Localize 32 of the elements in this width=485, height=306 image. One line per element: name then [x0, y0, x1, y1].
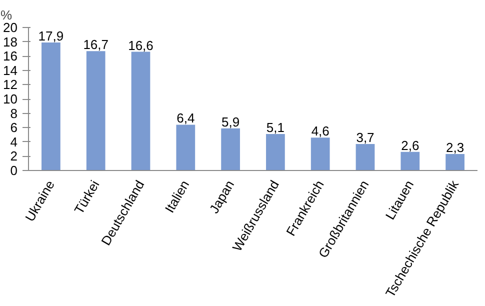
data-label: 17,9 [38, 28, 64, 44]
data-label: 4,6 [311, 124, 330, 139]
bar [86, 51, 106, 170]
bar [446, 154, 464, 170]
y-tick-label: 18 [3, 34, 18, 50]
data-label: 2,3 [446, 140, 464, 156]
y-tick-label: 0 [10, 163, 18, 178]
y-tick-label: 6 [10, 120, 18, 136]
bar [400, 152, 420, 170]
data-label: 6,4 [176, 110, 195, 126]
y-tick-label: 12 [3, 77, 18, 92]
data-label: 5,1 [266, 120, 284, 136]
data-label: 5,9 [222, 114, 240, 130]
y-tick-label: 14 [3, 62, 18, 78]
bar [176, 124, 196, 170]
y-tick-label: 2 [10, 148, 18, 164]
y-tick-label: 10 [3, 92, 18, 106]
data-label: 2,6 [401, 138, 420, 153]
y-tick-label: 4 [10, 134, 18, 150]
data-label: 16,6 [128, 38, 154, 53]
data-label: 3,7 [356, 130, 374, 146]
y-tick-label: 20 [3, 20, 18, 35]
bar [131, 52, 150, 170]
y-tick-label: 16 [3, 48, 18, 64]
bar [266, 134, 285, 170]
bar [221, 128, 240, 170]
bar [356, 144, 375, 170]
data-label: 16,7 [83, 37, 109, 52]
bar [42, 42, 60, 170]
bar [310, 138, 330, 170]
y-tick-label: 8 [10, 106, 18, 121]
y-axis-title: % [0, 8, 12, 22]
